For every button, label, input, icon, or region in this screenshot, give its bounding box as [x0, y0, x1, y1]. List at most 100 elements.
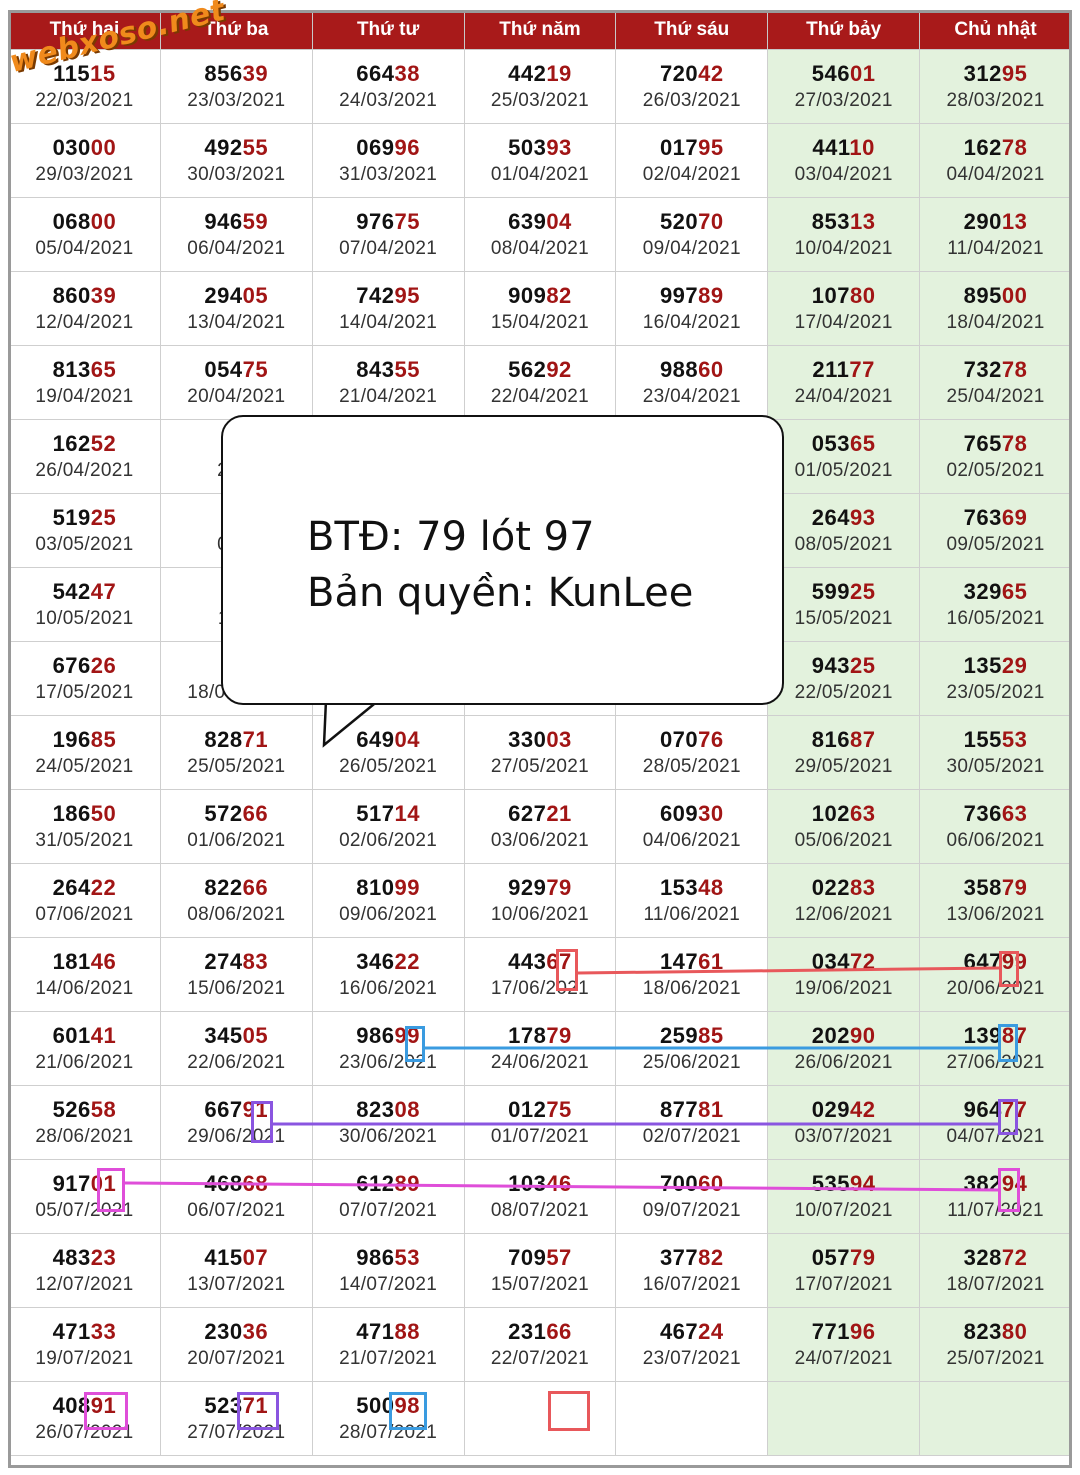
result-date: 07/07/2021 [339, 1199, 438, 1221]
result-date: 08/07/2021 [490, 1199, 589, 1221]
result-date: 29/05/2021 [794, 755, 893, 777]
result-cell: 03000 29/03/2021 [11, 123, 161, 198]
result-number: 74295 [356, 282, 420, 308]
result-cell: 89500 18/04/2021 [919, 271, 1069, 346]
result-number: 34622 [356, 948, 420, 974]
table-row: 18650 31/05/2021 57266 01/06/2021 51714 02/06… [11, 789, 1069, 864]
result-number: 59925 [811, 578, 876, 604]
table-row: 48323 12/07/2021 41507 13/07/2021 98653 14/07… [11, 1233, 1069, 1308]
result-number: 72042 [659, 60, 724, 86]
table-row: 47133 19/07/2021 23036 20/07/2021 47188 21/07… [11, 1307, 1069, 1382]
result-date: 25/04/2021 [946, 385, 1045, 407]
result-cell: 18650 31/05/2021 [11, 789, 161, 864]
result-date: 16/04/2021 [642, 311, 741, 333]
result-cell [463, 1381, 617, 1456]
results-table-body: 11515 22/03/2021 85639 23/03/2021 66438 24/03… [11, 49, 1069, 1456]
result-date: 30/03/2021 [187, 163, 286, 185]
result-cell: 82266 08/06/2021 [159, 863, 313, 938]
result-date: 27/06/2021 [946, 1051, 1045, 1073]
result-number: 37782 [659, 1244, 724, 1270]
result-cell: 05779 17/07/2021 [767, 1233, 921, 1308]
result-cell: 38294 11/07/2021 [919, 1159, 1069, 1234]
result-date: 13/04/2021 [187, 311, 286, 333]
weekday-header-row: Thứ hai Thứ ba Thứ tư Thứ năm Thứ sáu Thứ bảy… [11, 13, 1069, 50]
magenta-mark-box [97, 1168, 125, 1212]
result-number: 47188 [356, 1318, 420, 1344]
result-date: 25/07/2021 [946, 1347, 1045, 1369]
result-number: 20290 [811, 1022, 876, 1048]
result-number: 52070 [659, 208, 724, 234]
result-date: 24/03/2021 [339, 89, 438, 111]
result-number: 50393 [508, 134, 572, 160]
magenta-mark-box [84, 1392, 128, 1430]
result-date: 14/04/2021 [339, 311, 438, 333]
result-number: 15553 [963, 726, 1028, 752]
result-number: 51925 [52, 504, 117, 530]
result-cell: 11515 22/03/2021 [11, 49, 161, 124]
result-cell: 02283 12/06/2021 [767, 863, 921, 938]
result-number: 52658 [52, 1096, 117, 1122]
result-cell: 07076 28/05/2021 [615, 715, 769, 790]
result-cell: 10780 17/04/2021 [767, 271, 921, 346]
result-cell: 66438 24/03/2021 [311, 49, 465, 124]
result-cell: 76369 09/05/2021 [919, 493, 1069, 568]
result-date: 02/07/2021 [642, 1125, 741, 1147]
result-cell: 98653 14/07/2021 [311, 1233, 465, 1308]
result-number: 81099 [356, 874, 420, 900]
result-number: 81365 [52, 356, 117, 382]
result-date: 19/04/2021 [35, 385, 134, 407]
result-date: 08/05/2021 [794, 533, 893, 555]
result-number: 35879 [963, 874, 1028, 900]
result-date: 03/07/2021 [794, 1125, 893, 1147]
result-date: 23/06/2021 [339, 1051, 438, 1073]
result-date: 23/04/2021 [642, 385, 741, 407]
result-number: 84355 [356, 356, 420, 382]
result-cell: 81099 09/06/2021 [311, 863, 465, 938]
result-number: 90982 [508, 282, 572, 308]
result-number: 23166 [508, 1318, 572, 1344]
result-cell: 06996 31/03/2021 [311, 123, 465, 198]
result-date: 10/04/2021 [794, 237, 893, 259]
result-cell: 54247 10/05/2021 [11, 567, 161, 642]
red-mark-box [999, 951, 1019, 987]
result-number: 19685 [52, 726, 117, 752]
result-cell: 18146 14/06/2021 [11, 937, 161, 1012]
result-number: 44219 [508, 60, 572, 86]
result-date: 10/06/2021 [490, 903, 589, 925]
result-number: 54247 [52, 578, 117, 604]
result-cell: 74295 14/04/2021 [311, 271, 465, 346]
copyright-note: Bản quyền: KunLee [307, 570, 694, 616]
result-date: 30/05/2021 [946, 755, 1045, 777]
result-cell: 15553 30/05/2021 [919, 715, 1069, 790]
result-date: 25/06/2021 [642, 1051, 741, 1073]
result-number: 89500 [963, 282, 1028, 308]
result-date: 11/06/2021 [643, 903, 741, 925]
result-date: 17/07/2021 [794, 1273, 893, 1295]
result-cell: 81365 19/04/2021 [11, 345, 161, 420]
result-date: 20/04/2021 [187, 385, 286, 407]
result-number: 11515 [53, 60, 116, 86]
result-date: 28/07/2021 [339, 1421, 438, 1443]
result-number: 21177 [812, 356, 875, 382]
result-number: 67626 [52, 652, 117, 678]
result-cell: 63904 08/04/2021 [463, 197, 617, 272]
result-number: 51714 [356, 800, 420, 826]
result-date: 27/03/2021 [794, 89, 893, 111]
result-number: 54601 [811, 60, 876, 86]
result-date: 25/03/2021 [490, 89, 589, 111]
result-date: 21/07/2021 [339, 1347, 438, 1369]
result-number: 16278 [963, 134, 1028, 160]
result-number: 10346 [508, 1170, 572, 1196]
result-number: 57266 [204, 800, 269, 826]
result-cell: 52371 27/07/2021 [159, 1381, 313, 1456]
result-cell: 05475 20/04/2021 [159, 345, 313, 420]
result-date: 09/04/2021 [642, 237, 741, 259]
result-date: 21/06/2021 [35, 1051, 134, 1073]
result-cell: 61289 07/07/2021 [311, 1159, 465, 1234]
result-date: 09/06/2021 [339, 903, 438, 925]
result-date: 15/04/2021 [490, 311, 589, 333]
result-date: 22/03/2021 [35, 89, 134, 111]
result-number: 44110 [812, 134, 875, 160]
result-number: 66438 [356, 60, 420, 86]
